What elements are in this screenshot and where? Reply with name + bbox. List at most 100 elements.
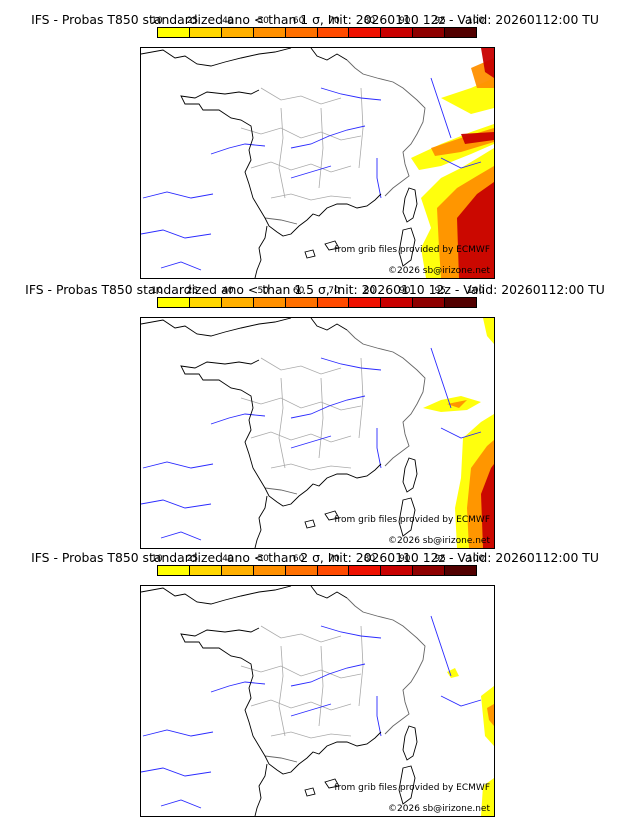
colorbar-swatch — [445, 28, 477, 37]
map-svg — [141, 48, 494, 278]
region-boundary — [318, 377, 324, 459]
coastline — [141, 318, 382, 548]
region-boundary — [318, 107, 324, 189]
colorbar-swatch — [445, 298, 477, 307]
colorbar-swatch — [189, 28, 222, 37]
river-line — [290, 663, 366, 687]
probability-area — [457, 48, 494, 278]
river-line — [141, 229, 212, 239]
region-boundary — [278, 645, 286, 737]
colorbar-tick-label: 70 — [328, 286, 340, 296]
colorbar-tick-label: 70 — [328, 554, 340, 564]
colorbar-tick-label: 100 — [467, 554, 485, 564]
colorbar-swatch — [221, 28, 254, 37]
river-line — [210, 681, 266, 693]
region-boundary — [240, 665, 362, 679]
map-panel-1: IFS - Probas T850 standardized ano < tha… — [0, 0, 630, 279]
river-line — [376, 428, 382, 469]
colorbar-swatch — [317, 28, 350, 37]
colorbar-swatch — [189, 298, 222, 307]
colorbar-swatch — [381, 566, 414, 575]
colorbar-tick-label: 80 — [363, 554, 376, 564]
colorbar-swatch — [381, 298, 414, 307]
copyright-credit: ©2026 sb@irizone.net — [388, 266, 490, 276]
colorbar-tick-label: 50 — [257, 286, 269, 296]
colorbar-swatch — [413, 566, 446, 575]
colorbar — [157, 297, 477, 308]
colorbar-swatch — [349, 298, 382, 307]
colorbar-tick-label: 25 — [186, 16, 199, 26]
colorbar-tick-label: 40 — [222, 554, 234, 564]
colorbar-tick-label: 50 — [257, 554, 269, 564]
colorbar-tick-label: 10 — [151, 554, 163, 564]
river-line — [142, 461, 214, 469]
colorbar-tick-label: 60 — [292, 16, 305, 26]
colorbar-swatch — [253, 566, 286, 575]
panel-title: IFS - Probas T850 standardized ano < tha… — [25, 282, 605, 297]
river-line — [430, 77, 452, 139]
map-panel-3: IFS - Probas T850 standardized ano < tha… — [0, 538, 630, 817]
colorbar-tick-label: 10 — [151, 286, 163, 296]
colorbar-tick-label: 40 — [222, 286, 234, 296]
river-line — [320, 357, 382, 371]
region-boundary — [240, 127, 362, 141]
colorbar-tick-label: 10 — [151, 16, 163, 26]
probability-map: from grib files provided by ECMWF ©2026 … — [140, 317, 495, 549]
river-line — [290, 125, 366, 149]
sardinia-coast — [398, 497, 416, 537]
colorbar-tick-label: 70 — [328, 16, 340, 26]
river-line — [440, 427, 482, 439]
colorbar-tick-label: 100 — [467, 16, 485, 26]
colorbar-tick-label: 25 — [186, 286, 199, 296]
river-line — [160, 261, 202, 271]
river-line — [440, 157, 482, 169]
colorbar-swatch — [445, 566, 477, 575]
region-boundary — [270, 463, 352, 471]
coastline — [141, 586, 382, 816]
river-line — [320, 625, 382, 639]
region-boundary — [270, 193, 352, 201]
probability-area — [481, 464, 494, 548]
map-panel-2: IFS - Probas T850 standardized ano < tha… — [0, 270, 630, 549]
sardinia-coast — [398, 765, 416, 805]
corsica-coast — [402, 725, 418, 761]
colorbar-tick-label: 80 — [363, 286, 376, 296]
country-border — [264, 597, 426, 763]
river-line — [290, 703, 332, 717]
map-svg — [141, 586, 494, 816]
colorbar-swatch — [189, 566, 222, 575]
colorbar-swatch — [349, 566, 382, 575]
region-boundary — [250, 161, 352, 173]
probability-map: from grib files provided by ECMWF ©2026 … — [140, 47, 495, 279]
balearic-coast — [304, 778, 340, 797]
colorbar-tick-label: 50 — [257, 16, 269, 26]
colorbar-swatch — [317, 298, 350, 307]
region-boundary — [358, 87, 364, 169]
river-line — [440, 695, 482, 707]
colorbar-swatch — [253, 28, 286, 37]
colorbar-swatch — [285, 298, 318, 307]
copyright-credit: ©2026 sb@irizone.net — [388, 804, 490, 814]
river-line — [141, 499, 212, 509]
colorbar — [157, 27, 477, 38]
river-line — [142, 191, 214, 199]
region-boundary — [358, 625, 364, 707]
river-line — [290, 165, 332, 179]
region-boundary — [260, 87, 342, 105]
region-boundary — [250, 431, 352, 443]
panel-title: IFS - Probas T850 standardized ano < tha… — [31, 550, 599, 565]
river-line — [320, 87, 382, 101]
region-boundary — [260, 357, 342, 375]
colorbar-swatch — [158, 28, 190, 37]
region-boundary — [270, 731, 352, 739]
colorbar-tick-label: 90 — [399, 554, 411, 564]
country-border — [264, 329, 426, 495]
colorbar-tick-label: 60 — [292, 286, 305, 296]
source-credit: from grib files provided by ECMWF — [334, 245, 490, 255]
colorbar-swatch — [285, 566, 318, 575]
map-svg — [141, 318, 494, 548]
coastline — [141, 48, 382, 278]
region-boundary — [358, 357, 364, 439]
river-line — [142, 729, 214, 737]
colorbar-tick-label: 25 — [186, 554, 199, 564]
